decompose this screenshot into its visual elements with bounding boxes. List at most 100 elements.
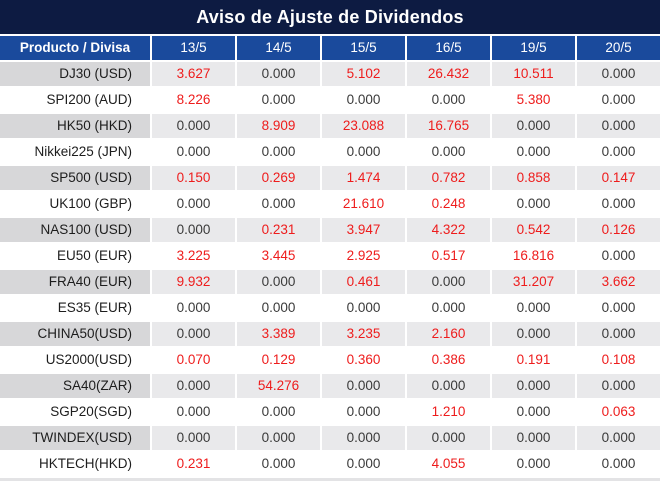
value-cell: 0.000 — [490, 322, 575, 346]
value-cell: 0.000 — [150, 374, 235, 398]
page-title: Aviso de Ajuste de Dividendos — [196, 7, 464, 27]
value-cell: 0.248 — [405, 192, 490, 216]
product-cell: HK50 (HKD) — [0, 114, 150, 138]
value-cell: 0.231 — [150, 452, 235, 476]
table-title-bar: Aviso de Ajuste de Dividendos — [0, 0, 660, 34]
value-cell: 0.000 — [235, 140, 320, 164]
value-cell: 3.627 — [150, 62, 235, 86]
value-cell: 0.000 — [405, 140, 490, 164]
value-cell: 0.000 — [235, 192, 320, 216]
value-cell: 0.000 — [150, 192, 235, 216]
product-cell: EU50 (EUR) — [0, 244, 150, 268]
value-cell: 0.000 — [320, 88, 405, 112]
value-cell: 0.000 — [150, 400, 235, 424]
value-cell: 3.389 — [235, 322, 320, 346]
value-cell: 0.000 — [575, 62, 660, 86]
table-bottom-edge — [0, 476, 660, 481]
product-cell: CHINA50(USD) — [0, 322, 150, 346]
value-cell: 5.102 — [320, 62, 405, 86]
product-cell: SGP20(SGD) — [0, 400, 150, 424]
value-cell: 0.000 — [320, 452, 405, 476]
value-cell: 0.000 — [490, 192, 575, 216]
product-cell: ES35 (EUR) — [0, 296, 150, 320]
value-cell: 0.000 — [575, 114, 660, 138]
table-row: SPI200 (AUD) 8.226 0.000 0.000 0.000 5.380 0.0… — [0, 86, 660, 112]
value-cell: 8.226 — [150, 88, 235, 112]
table-row: TWINDEX(USD) 0.000 0.000 0.000 0.000 0.000 0.0… — [0, 424, 660, 450]
value-cell: 0.129 — [235, 348, 320, 372]
value-cell: 3.662 — [575, 270, 660, 294]
value-cell: 0.147 — [575, 166, 660, 190]
value-cell: 0.000 — [490, 374, 575, 398]
value-cell: 0.126 — [575, 218, 660, 242]
value-cell: 0.000 — [490, 452, 575, 476]
value-cell: 4.322 — [405, 218, 490, 242]
value-cell: 0.000 — [490, 426, 575, 450]
table-header-row: Producto / Divisa 13/5 14/5 15/5 16/5 19/5 20… — [0, 34, 660, 60]
value-cell: 0.108 — [575, 348, 660, 372]
table-row: CHINA50(USD) 0.000 3.389 3.235 2.160 0.000 0.0… — [0, 320, 660, 346]
product-cell: SA40(ZAR) — [0, 374, 150, 398]
table-row: NAS100 (USD) 0.000 0.231 3.947 4.322 0.542 0.1… — [0, 216, 660, 242]
column-header-product-divisa: Producto / Divisa — [0, 36, 150, 60]
value-cell: 0.000 — [235, 62, 320, 86]
value-cell: 0.000 — [405, 374, 490, 398]
value-cell: 0.000 — [575, 374, 660, 398]
column-header-date: 15/5 — [320, 36, 405, 60]
value-cell: 0.542 — [490, 218, 575, 242]
table-row: UK100 (GBP) 0.000 0.000 21.610 0.248 0.000 0.0… — [0, 190, 660, 216]
value-cell: 0.000 — [235, 296, 320, 320]
value-cell: 0.000 — [490, 400, 575, 424]
product-cell: TWINDEX(USD) — [0, 426, 150, 450]
value-cell: 0.000 — [575, 296, 660, 320]
value-cell: 0.000 — [405, 426, 490, 450]
value-cell: 1.210 — [405, 400, 490, 424]
product-cell: Nikkei225 (JPN) — [0, 140, 150, 164]
value-cell: 4.055 — [405, 452, 490, 476]
value-cell: 8.909 — [235, 114, 320, 138]
value-cell: 0.000 — [235, 400, 320, 424]
value-cell: 0.000 — [405, 88, 490, 112]
table-row: SP500 (USD) 0.150 0.269 1.474 0.782 0.858 0.14… — [0, 164, 660, 190]
value-cell: 0.070 — [150, 348, 235, 372]
value-cell: 3.225 — [150, 244, 235, 268]
product-cell: SP500 (USD) — [0, 166, 150, 190]
value-cell: 3.947 — [320, 218, 405, 242]
value-cell: 1.474 — [320, 166, 405, 190]
value-cell: 0.386 — [405, 348, 490, 372]
value-cell: 0.000 — [405, 296, 490, 320]
value-cell: 0.000 — [150, 114, 235, 138]
value-cell: 21.610 — [320, 192, 405, 216]
value-cell: 0.517 — [405, 244, 490, 268]
product-cell: UK100 (GBP) — [0, 192, 150, 216]
column-header-date: 19/5 — [490, 36, 575, 60]
product-cell: DJ30 (USD) — [0, 62, 150, 86]
value-cell: 54.276 — [235, 374, 320, 398]
value-cell: 0.231 — [235, 218, 320, 242]
value-cell: 0.000 — [490, 140, 575, 164]
table-row: SGP20(SGD) 0.000 0.000 0.000 1.210 0.000 0.063 — [0, 398, 660, 424]
table-row: Nikkei225 (JPN) 0.000 0.000 0.000 0.000 0.000… — [0, 138, 660, 164]
value-cell: 0.150 — [150, 166, 235, 190]
value-cell: 0.000 — [235, 88, 320, 112]
value-cell: 0.461 — [320, 270, 405, 294]
value-cell: 0.269 — [235, 166, 320, 190]
column-header-date: 16/5 — [405, 36, 490, 60]
value-cell: 0.000 — [235, 270, 320, 294]
value-cell: 16.816 — [490, 244, 575, 268]
value-cell: 26.432 — [405, 62, 490, 86]
value-cell: 0.000 — [235, 426, 320, 450]
product-cell: SPI200 (AUD) — [0, 88, 150, 112]
column-header-date: 13/5 — [150, 36, 235, 60]
table-row: ES35 (EUR) 0.000 0.000 0.000 0.000 0.000 0.000 — [0, 294, 660, 320]
product-cell: NAS100 (USD) — [0, 218, 150, 242]
value-cell: 0.000 — [575, 192, 660, 216]
value-cell: 5.380 — [490, 88, 575, 112]
column-header-date: 20/5 — [575, 36, 660, 60]
value-cell: 0.000 — [320, 374, 405, 398]
value-cell: 0.000 — [150, 140, 235, 164]
value-cell: 2.925 — [320, 244, 405, 268]
column-header-date: 14/5 — [235, 36, 320, 60]
product-cell: US2000(USD) — [0, 348, 150, 372]
